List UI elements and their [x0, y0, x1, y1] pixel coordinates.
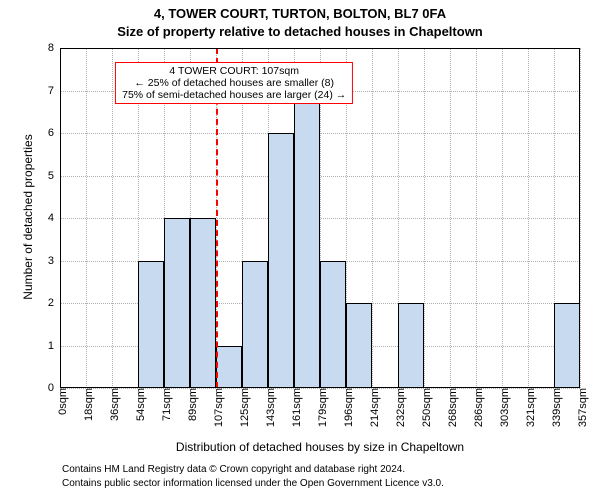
- chart-title-line1: 4, TOWER COURT, TURTON, BOLTON, BL7 0FA: [0, 6, 600, 21]
- gridline-vertical: [450, 48, 451, 388]
- histogram-bar: [216, 346, 242, 389]
- x-axis-label: Distribution of detached houses by size …: [60, 440, 580, 454]
- gridline-vertical: [112, 48, 113, 388]
- x-tick-label: 107sqm: [207, 388, 225, 427]
- histogram-bar: [164, 218, 190, 388]
- copyright-line1: Contains HM Land Registry data © Crown c…: [62, 464, 405, 475]
- chart-title-line2: Size of property relative to detached ho…: [0, 24, 600, 39]
- x-tick-label: 179sqm: [311, 388, 329, 427]
- annotation-box: 4 TOWER COURT: 107sqm← 25% of detached h…: [115, 62, 353, 104]
- x-tick-label: 286sqm: [467, 388, 485, 427]
- y-tick-label: 7: [48, 85, 60, 97]
- histogram-bar: [268, 133, 294, 388]
- plot-area: 0123456780sqm18sqm36sqm54sqm71sqm89sqm10…: [60, 48, 580, 388]
- x-tick-label: 250sqm: [415, 388, 433, 427]
- gridline-vertical: [372, 48, 373, 388]
- axis-border: [60, 48, 61, 388]
- x-tick-label: 339sqm: [545, 388, 563, 427]
- x-tick-label: 232sqm: [389, 388, 407, 427]
- x-tick-label: 0sqm: [51, 388, 69, 415]
- x-tick-label: 125sqm: [233, 388, 251, 427]
- y-tick-label: 5: [48, 170, 60, 182]
- annotation-line: 4 TOWER COURT: 107sqm: [122, 65, 346, 77]
- annotation-line: ← 25% of detached houses are smaller (8): [122, 77, 346, 89]
- gridline-vertical: [580, 48, 581, 388]
- x-tick-label: 357sqm: [571, 388, 589, 427]
- axis-border: [60, 387, 580, 388]
- x-tick-label: 54sqm: [129, 388, 147, 421]
- x-tick-label: 71sqm: [155, 388, 173, 421]
- annotation-line: 75% of semi-detached houses are larger (…: [122, 89, 346, 101]
- gridline-vertical: [502, 48, 503, 388]
- histogram-bar: [554, 303, 580, 388]
- histogram-bar: [398, 303, 424, 388]
- x-tick-label: 321sqm: [519, 388, 537, 427]
- axis-border: [60, 48, 580, 49]
- x-tick-label: 36sqm: [103, 388, 121, 421]
- x-tick-label: 18sqm: [77, 388, 95, 421]
- y-axis-label: Number of detached properties: [21, 117, 35, 317]
- x-tick-label: 214sqm: [363, 388, 381, 427]
- gridline-vertical: [424, 48, 425, 388]
- x-tick-label: 196sqm: [337, 388, 355, 427]
- histogram-bar: [242, 261, 268, 389]
- histogram-bar: [346, 303, 372, 388]
- histogram-bar: [138, 261, 164, 389]
- histogram-bar: [294, 91, 320, 389]
- gridline-vertical: [86, 48, 87, 388]
- axis-border: [579, 48, 580, 388]
- x-tick-label: 268sqm: [441, 388, 459, 427]
- histogram-bar: [190, 218, 216, 388]
- x-tick-label: 161sqm: [285, 388, 303, 427]
- x-tick-label: 303sqm: [493, 388, 511, 427]
- y-tick-label: 8: [48, 42, 60, 54]
- x-tick-label: 143sqm: [259, 388, 277, 427]
- copyright-line2: Contains public sector information licen…: [62, 478, 444, 489]
- y-tick-label: 6: [48, 127, 60, 139]
- gridline-vertical: [476, 48, 477, 388]
- histogram-bar: [320, 261, 346, 389]
- y-tick-label: 1: [48, 340, 60, 352]
- chart-container: 4, TOWER COURT, TURTON, BOLTON, BL7 0FA …: [0, 0, 600, 500]
- y-tick-label: 2: [48, 297, 60, 309]
- x-tick-label: 89sqm: [181, 388, 199, 421]
- y-tick-label: 3: [48, 255, 60, 267]
- gridline-vertical: [528, 48, 529, 388]
- y-tick-label: 4: [48, 212, 60, 224]
